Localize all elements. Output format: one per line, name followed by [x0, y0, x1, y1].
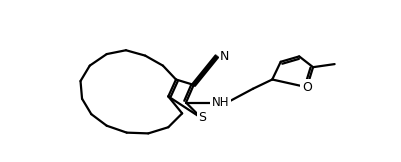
Text: O: O — [301, 81, 311, 94]
Text: N: N — [219, 50, 229, 63]
Text: S: S — [198, 111, 206, 124]
Text: NH: NH — [211, 96, 229, 109]
